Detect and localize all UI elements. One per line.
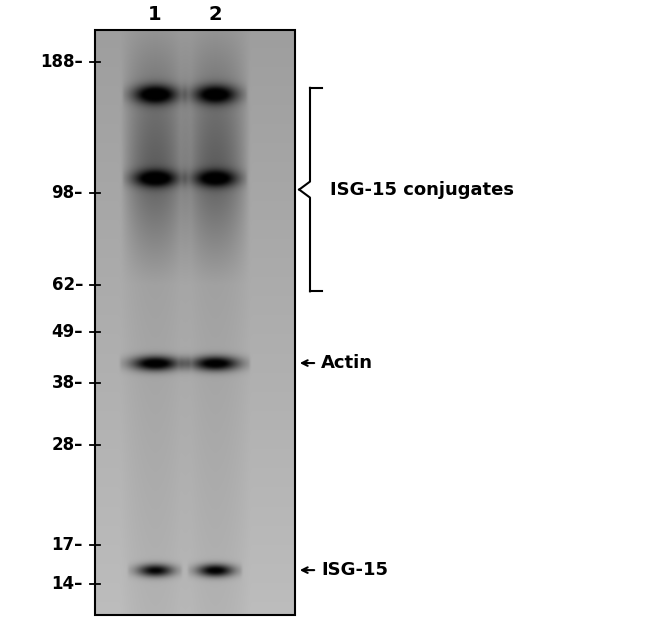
Text: 1: 1 [148,6,162,25]
Text: 38–: 38– [51,374,83,392]
Text: ISG-15: ISG-15 [321,561,388,579]
Text: 188–: 188– [40,53,83,71]
Text: 28–: 28– [51,436,83,454]
Bar [95,30,295,615]
Text: 49–: 49– [51,323,83,341]
Text: 62–: 62– [51,276,83,294]
Text: 17–: 17– [51,536,83,554]
Text: Actin: Actin [321,354,373,372]
Text: ISG-15 conjugates: ISG-15 conjugates [330,180,514,199]
Text: 2: 2 [208,6,222,25]
Text: 14–: 14– [51,575,83,593]
Text: 98–: 98– [51,184,83,202]
